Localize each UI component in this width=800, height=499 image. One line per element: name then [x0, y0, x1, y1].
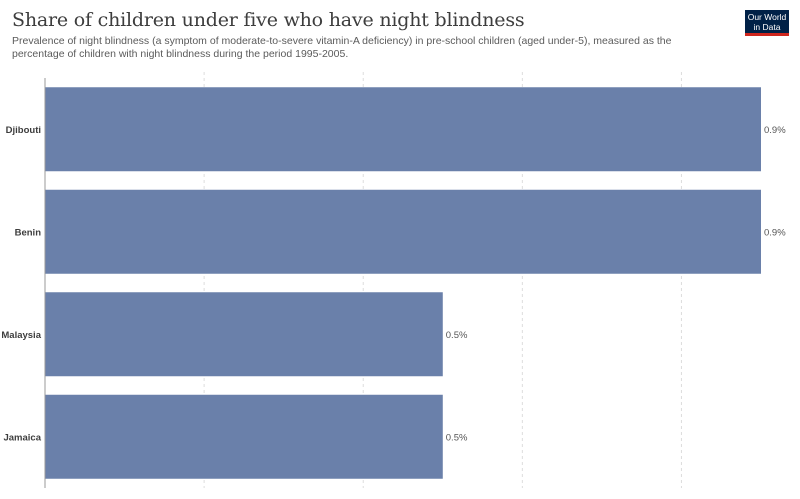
- category-label: Jamaica: [3, 432, 41, 443]
- owid-logo[interactable]: Our World in Data: [745, 10, 789, 36]
- logo-line-1: Our World: [747, 12, 787, 22]
- category-label: Benin: [15, 227, 42, 238]
- labels: Djibouti 0.9% Benin 0.9% Malaysia 0.5% Jamaica…: [1, 125, 786, 444]
- value-label: 0.5%: [446, 432, 468, 443]
- logo-line-2: in Data: [753, 22, 781, 32]
- value-label: 0.9%: [764, 125, 786, 136]
- bar-malaysia[interactable]: [45, 292, 443, 377]
- value-label: 0.5%: [446, 330, 468, 341]
- category-label: Djibouti: [6, 125, 41, 136]
- bar-jamaica[interactable]: [45, 394, 443, 479]
- bar-benin[interactable]: [45, 189, 761, 274]
- bars: [45, 87, 761, 479]
- category-label: Malaysia: [1, 330, 41, 341]
- chart-title: Share of children under five who have ni…: [12, 9, 525, 31]
- chart-subtitle: Prevalence of night blindness (a symptom…: [12, 35, 672, 60]
- value-label: 0.9%: [764, 227, 786, 238]
- bar-djibouti[interactable]: [45, 87, 761, 172]
